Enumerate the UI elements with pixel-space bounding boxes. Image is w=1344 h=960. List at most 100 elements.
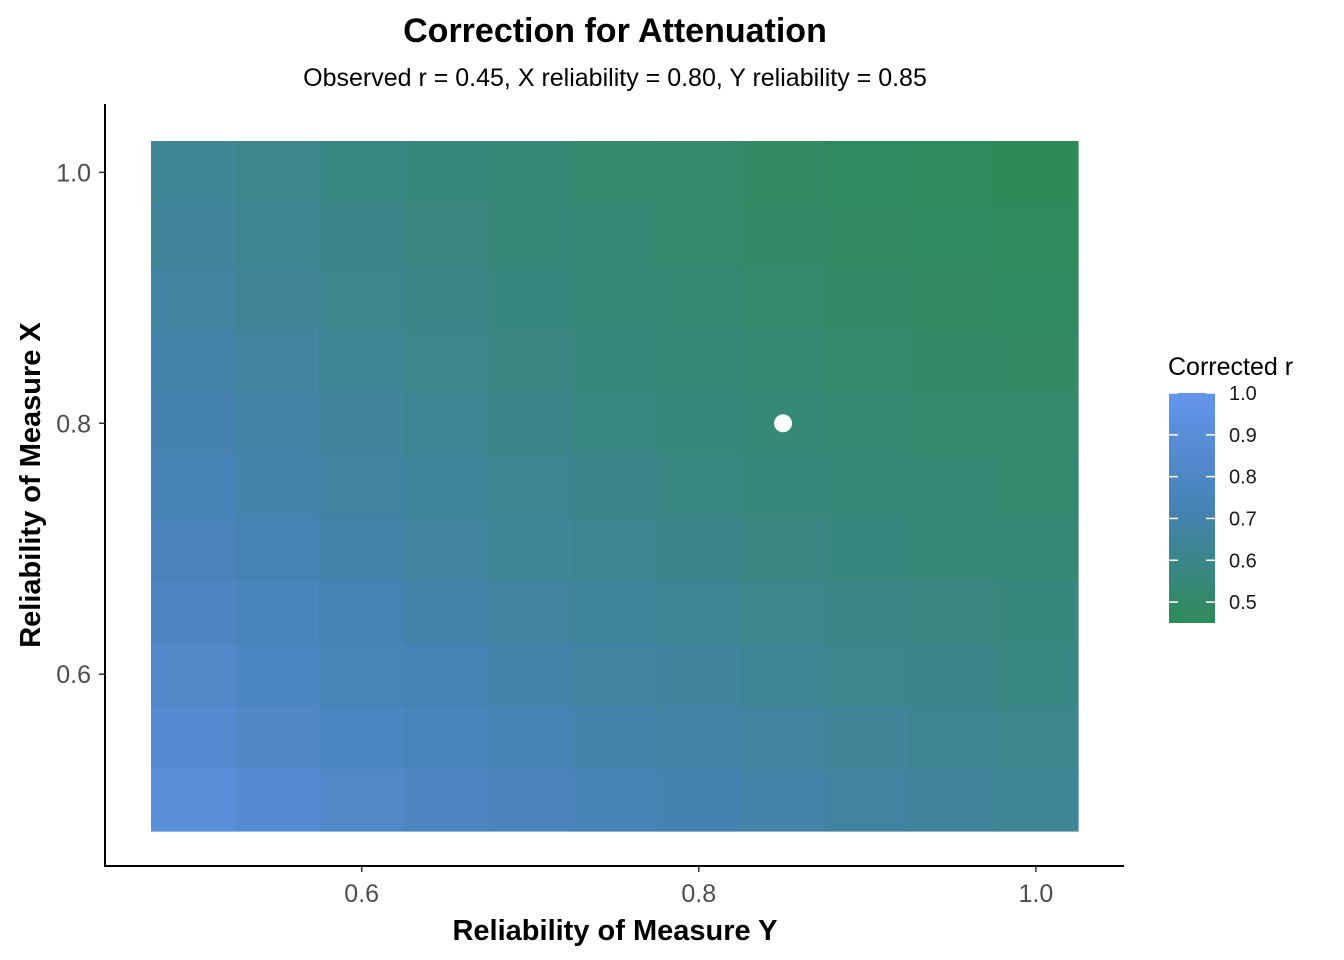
heatmap-cell [656, 203, 742, 268]
heatmap-cell [740, 642, 826, 707]
heatmap-cell [993, 203, 1079, 268]
heatmap-cell [909, 580, 995, 644]
y-axis-ticks: 0.6 0.8 1.0 [56, 159, 105, 689]
heatmap-cell [235, 141, 321, 205]
heatmap-cell [403, 454, 489, 518]
heatmap-cell [235, 391, 321, 456]
heatmap-cell [825, 517, 911, 581]
heatmap-cell [740, 329, 826, 393]
x-axis-label: Reliability of Measure Y [452, 915, 777, 947]
heatmap-cell [151, 266, 236, 330]
heatmap-cell [488, 329, 573, 393]
heatmap-cell [740, 517, 826, 581]
heatmap-cell [151, 768, 236, 832]
heatmap-cell [151, 642, 236, 707]
heatmap-cell [319, 580, 405, 644]
heatmap-cell [319, 391, 405, 456]
heatmap-cell [572, 329, 658, 393]
heatmap-cell [488, 705, 573, 769]
heatmap-cell [656, 580, 742, 644]
heatmap-cell [909, 642, 995, 707]
legend-tick-label: 1.0 [1229, 383, 1257, 405]
heatmap-cell [909, 391, 995, 456]
heatmap-cell [488, 141, 573, 205]
heatmap-cell [993, 454, 1079, 518]
heatmap-cell [656, 517, 742, 581]
heatmap-cell [572, 580, 658, 644]
heatmap-cell [656, 266, 742, 330]
heatmap-cell [319, 329, 405, 393]
heatmap-cell [235, 705, 321, 769]
heatmap-cell [740, 768, 826, 832]
heatmap-cell [993, 642, 1079, 707]
heatmap-cell [319, 768, 405, 832]
legend-tick-label: 0.7 [1229, 508, 1257, 530]
heatmap-cell [993, 329, 1079, 393]
heatmap-cell [235, 768, 321, 832]
heatmap-cell [656, 329, 742, 393]
heatmap-cell [825, 391, 911, 456]
heatmap-cell [993, 517, 1079, 581]
legend-tick-label: 0.9 [1229, 425, 1257, 447]
heatmap-cell [403, 203, 489, 268]
heatmap-cell [319, 517, 405, 581]
legend-colorbar [1169, 393, 1215, 623]
legend-tick-label: 0.6 [1229, 550, 1257, 572]
heatmap-cell [740, 203, 826, 268]
heatmap-cell [572, 454, 658, 518]
x-tick-label: 0.6 [344, 880, 379, 908]
heatmap-cell [656, 768, 742, 832]
heatmap-cell [488, 454, 573, 518]
heatmap-cell [909, 517, 995, 581]
heatmap-cell [151, 580, 236, 644]
heatmap-cell [235, 517, 321, 581]
heatmap-cell [572, 391, 658, 456]
heatmap-cell [656, 705, 742, 769]
heatmap-cell [825, 580, 911, 644]
heatmap-cell [151, 454, 236, 518]
heatmap-cell [740, 705, 826, 769]
heatmap-cell [825, 705, 911, 769]
x-tick-label: 1.0 [1018, 880, 1053, 908]
heatmap-cell [319, 266, 405, 330]
chart-title: Correction for Attenuation [403, 12, 827, 50]
heatmap-cell [488, 266, 573, 330]
legend-tick-label: 0.5 [1229, 592, 1257, 614]
legend-ticks: 1.0 0.9 0.8 0.7 0.6 0.5 [1169, 383, 1257, 614]
heatmap-cell [488, 203, 573, 268]
heatmap-cell [993, 141, 1079, 205]
heatmap-cell [740, 266, 826, 330]
heatmap-cell [993, 705, 1079, 769]
heatmap-cell [403, 580, 489, 644]
heatmap-cell [151, 705, 236, 769]
heatmap-cell [235, 454, 321, 518]
heatmap-cell [319, 203, 405, 268]
heatmap-cell [319, 642, 405, 707]
heatmap-cell [993, 768, 1079, 832]
heatmap-cell [909, 141, 995, 205]
fill-legend: Corrected r 1.0 0.9 0.8 0.7 0.6 0.5 [1168, 353, 1293, 623]
heatmap-cell [825, 329, 911, 393]
heatmap-cell [572, 266, 658, 330]
heatmap-cell [656, 141, 742, 205]
heatmap-cell [909, 203, 995, 268]
heatmap-cell [403, 705, 489, 769]
heatmap-cell [403, 141, 489, 205]
heatmap-cell [740, 454, 826, 518]
heatmap-cell [572, 203, 658, 268]
observed-point-layer [774, 414, 793, 433]
legend-tick-label: 0.8 [1229, 467, 1257, 489]
heatmap-cell [488, 580, 573, 644]
heatmap-cell [909, 768, 995, 832]
heatmap-cell [319, 454, 405, 518]
y-axis-label: Reliability of Measure X [15, 322, 47, 648]
heatmap-cell [572, 141, 658, 205]
heatmap-cell [825, 454, 911, 518]
heatmap-cell [235, 642, 321, 707]
heatmap-cell [825, 642, 911, 707]
heatmap-cell [909, 329, 995, 393]
heatmap-cell [909, 705, 995, 769]
heatmap-cell [403, 768, 489, 832]
heatmap-cells [151, 141, 1079, 832]
